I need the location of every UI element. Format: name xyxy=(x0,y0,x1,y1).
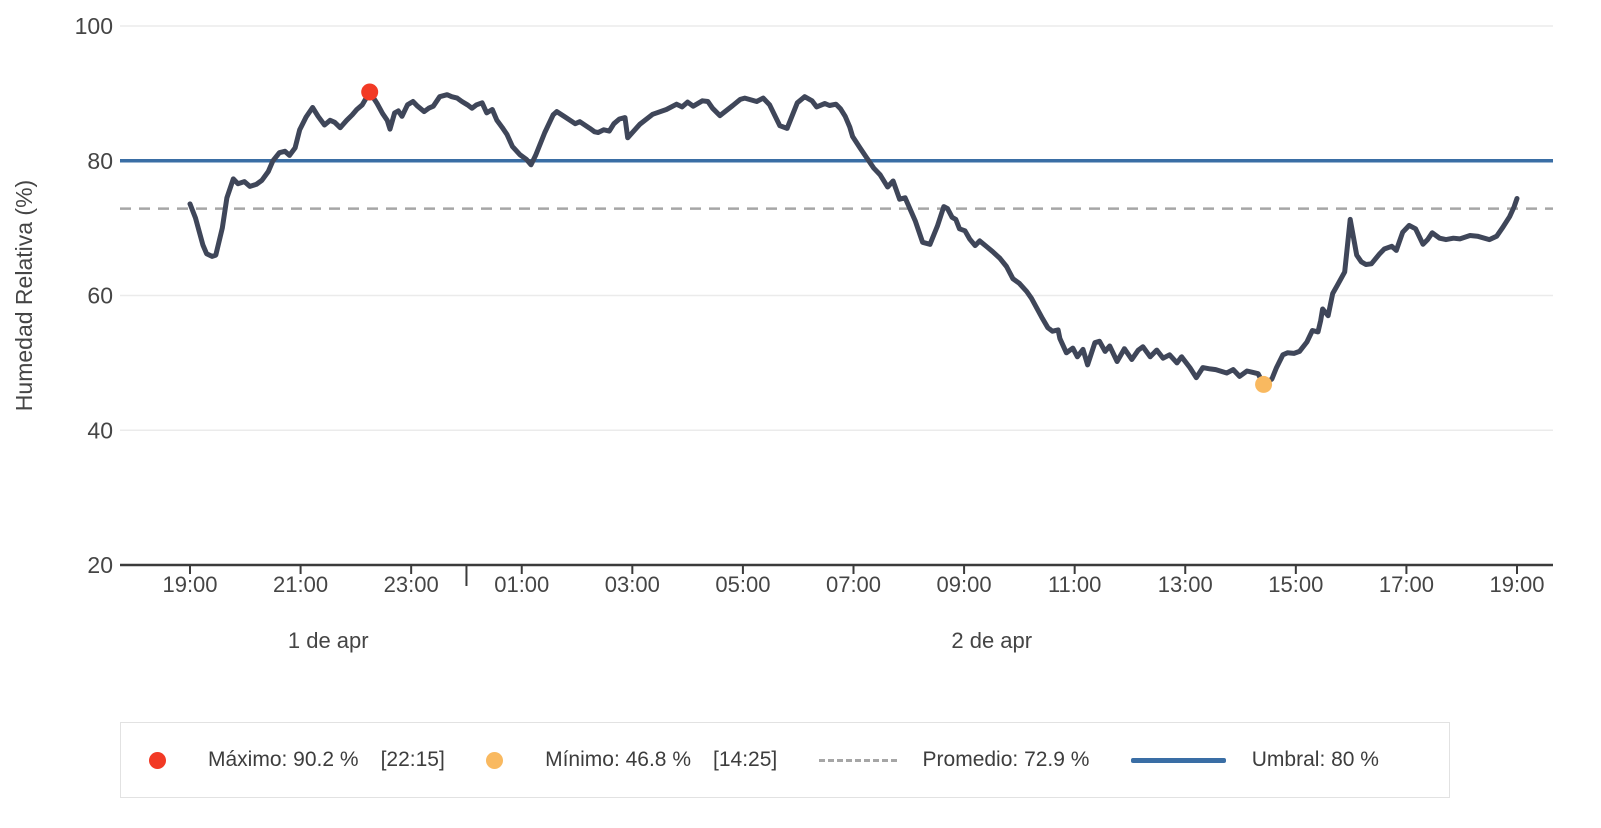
x-tick-label-03:00: 03:00 xyxy=(605,572,660,597)
x-tick-label-19:00: 19:00 xyxy=(162,572,217,597)
day-label-2: 2 de apr xyxy=(951,628,1032,653)
x-tick-label-01:00: 01:00 xyxy=(494,572,549,597)
x-tick-label-21:00: 21:00 xyxy=(273,572,328,597)
humidity-series-line xyxy=(187,89,1520,387)
legend-item-umbral[interactable]: Umbral: 80 % xyxy=(1130,748,1379,772)
legend-time-minimo: [14:25] xyxy=(713,748,778,771)
x-tick-label-17:00: 17:00 xyxy=(1379,572,1434,597)
y-tick-label-60: 60 xyxy=(87,283,113,309)
max-marker-icon xyxy=(149,751,166,769)
chart-legend: Máximo: 90.2 % [22:15] Mínimo: 46.8 % [1… xyxy=(120,722,1450,798)
x-tick-label-11:00: 11:00 xyxy=(1048,572,1101,597)
legend-label-umbral: Umbral: 80 % xyxy=(1251,748,1379,771)
x-tick-label-09:00: 09:00 xyxy=(937,572,992,597)
y-tick-label-80: 80 xyxy=(87,148,113,174)
x-tick-label-05:00: 05:00 xyxy=(715,572,770,597)
y-tick-label-100: 100 xyxy=(75,13,113,39)
x-tick-label-15:00: 15:00 xyxy=(1268,572,1323,597)
legend-label-maximo: Máximo: 90.2 % xyxy=(208,748,359,771)
max-point-marker xyxy=(361,83,379,101)
min-marker-icon xyxy=(486,751,504,769)
y-tick-label-20: 20 xyxy=(87,552,113,578)
day-label-1: 1 de apr xyxy=(288,628,369,653)
legend-label-promedio: Promedio: 72.9 % xyxy=(922,748,1090,771)
legend-time-maximo: [22:15] xyxy=(380,748,445,771)
legend-label-minimo: Mínimo: 46.8 % xyxy=(545,748,691,771)
min-point-marker xyxy=(1255,375,1273,393)
x-tick-label-13:00: 13:00 xyxy=(1158,572,1213,597)
threshold-line-icon xyxy=(1130,757,1226,763)
x-tick-label-23:00: 23:00 xyxy=(384,572,439,597)
y-axis-title: Humedad Relativa (%) xyxy=(11,180,37,411)
x-tick-label-19:00: 19:00 xyxy=(1489,572,1544,597)
y-tick-label-40: 40 xyxy=(87,417,113,443)
legend-item-promedio[interactable]: Promedio: 72.9 % xyxy=(818,748,1090,772)
legend-item-maximo[interactable]: Máximo: 90.2 % [22:15] xyxy=(149,748,445,772)
legend-item-minimo[interactable]: Mínimo: 46.8 % [14:25] xyxy=(486,748,777,772)
x-tick-label-07:00: 07:00 xyxy=(826,572,881,597)
average-line-icon xyxy=(818,758,897,762)
